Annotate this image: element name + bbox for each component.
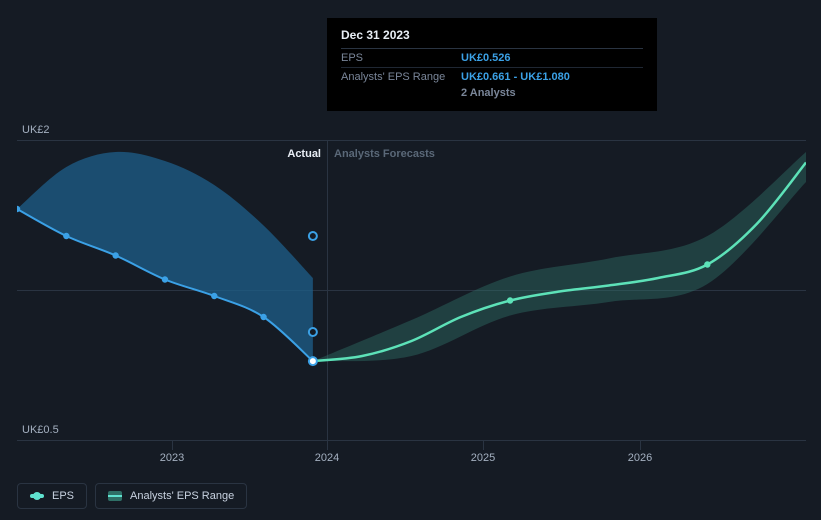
gridline-bottom xyxy=(17,440,806,441)
x-tick xyxy=(327,440,328,450)
legend-swatch-icon xyxy=(30,494,44,498)
x-axis-label: 2026 xyxy=(628,452,652,464)
chart-legend: EPS Analysts' EPS Range xyxy=(17,483,247,509)
x-axis-label: 2023 xyxy=(160,452,184,464)
legend-label: Analysts' EPS Range xyxy=(130,490,234,502)
legend-item-eps[interactable]: EPS xyxy=(17,483,87,509)
x-axis-label: 2025 xyxy=(471,452,495,464)
tooltip-value: UK£0.526 xyxy=(461,52,511,64)
tooltip-key: EPS xyxy=(341,52,461,64)
plot-area[interactable] xyxy=(17,140,806,440)
x-tick xyxy=(483,440,484,450)
x-tick xyxy=(640,440,641,450)
x-tick xyxy=(172,440,173,450)
tooltip-value: UK£0.661 - UK£1.080 xyxy=(461,71,570,83)
tooltip-row-eps: EPS UK£0.526 xyxy=(341,48,643,67)
y-axis-label: UK£2 xyxy=(22,124,50,136)
tooltip-date: Dec 31 2023 xyxy=(341,28,643,48)
tooltip-key: Analysts' EPS Range xyxy=(341,71,461,83)
tooltip-analyst-count: 2 Analysts xyxy=(461,86,643,99)
x-axis-label: 2024 xyxy=(315,452,339,464)
eps-forecast-chart: UK£2 UK£0.5 2023 2024 2025 2026 Actual A… xyxy=(0,0,821,520)
legend-item-range[interactable]: Analysts' EPS Range xyxy=(95,483,247,509)
tooltip-row-range: Analysts' EPS Range UK£0.661 - UK£1.080 xyxy=(341,67,643,86)
legend-label: EPS xyxy=(52,490,74,502)
hover-tooltip: Dec 31 2023 EPS UK£0.526 Analysts' EPS R… xyxy=(327,18,657,111)
legend-swatch-icon xyxy=(108,491,122,501)
